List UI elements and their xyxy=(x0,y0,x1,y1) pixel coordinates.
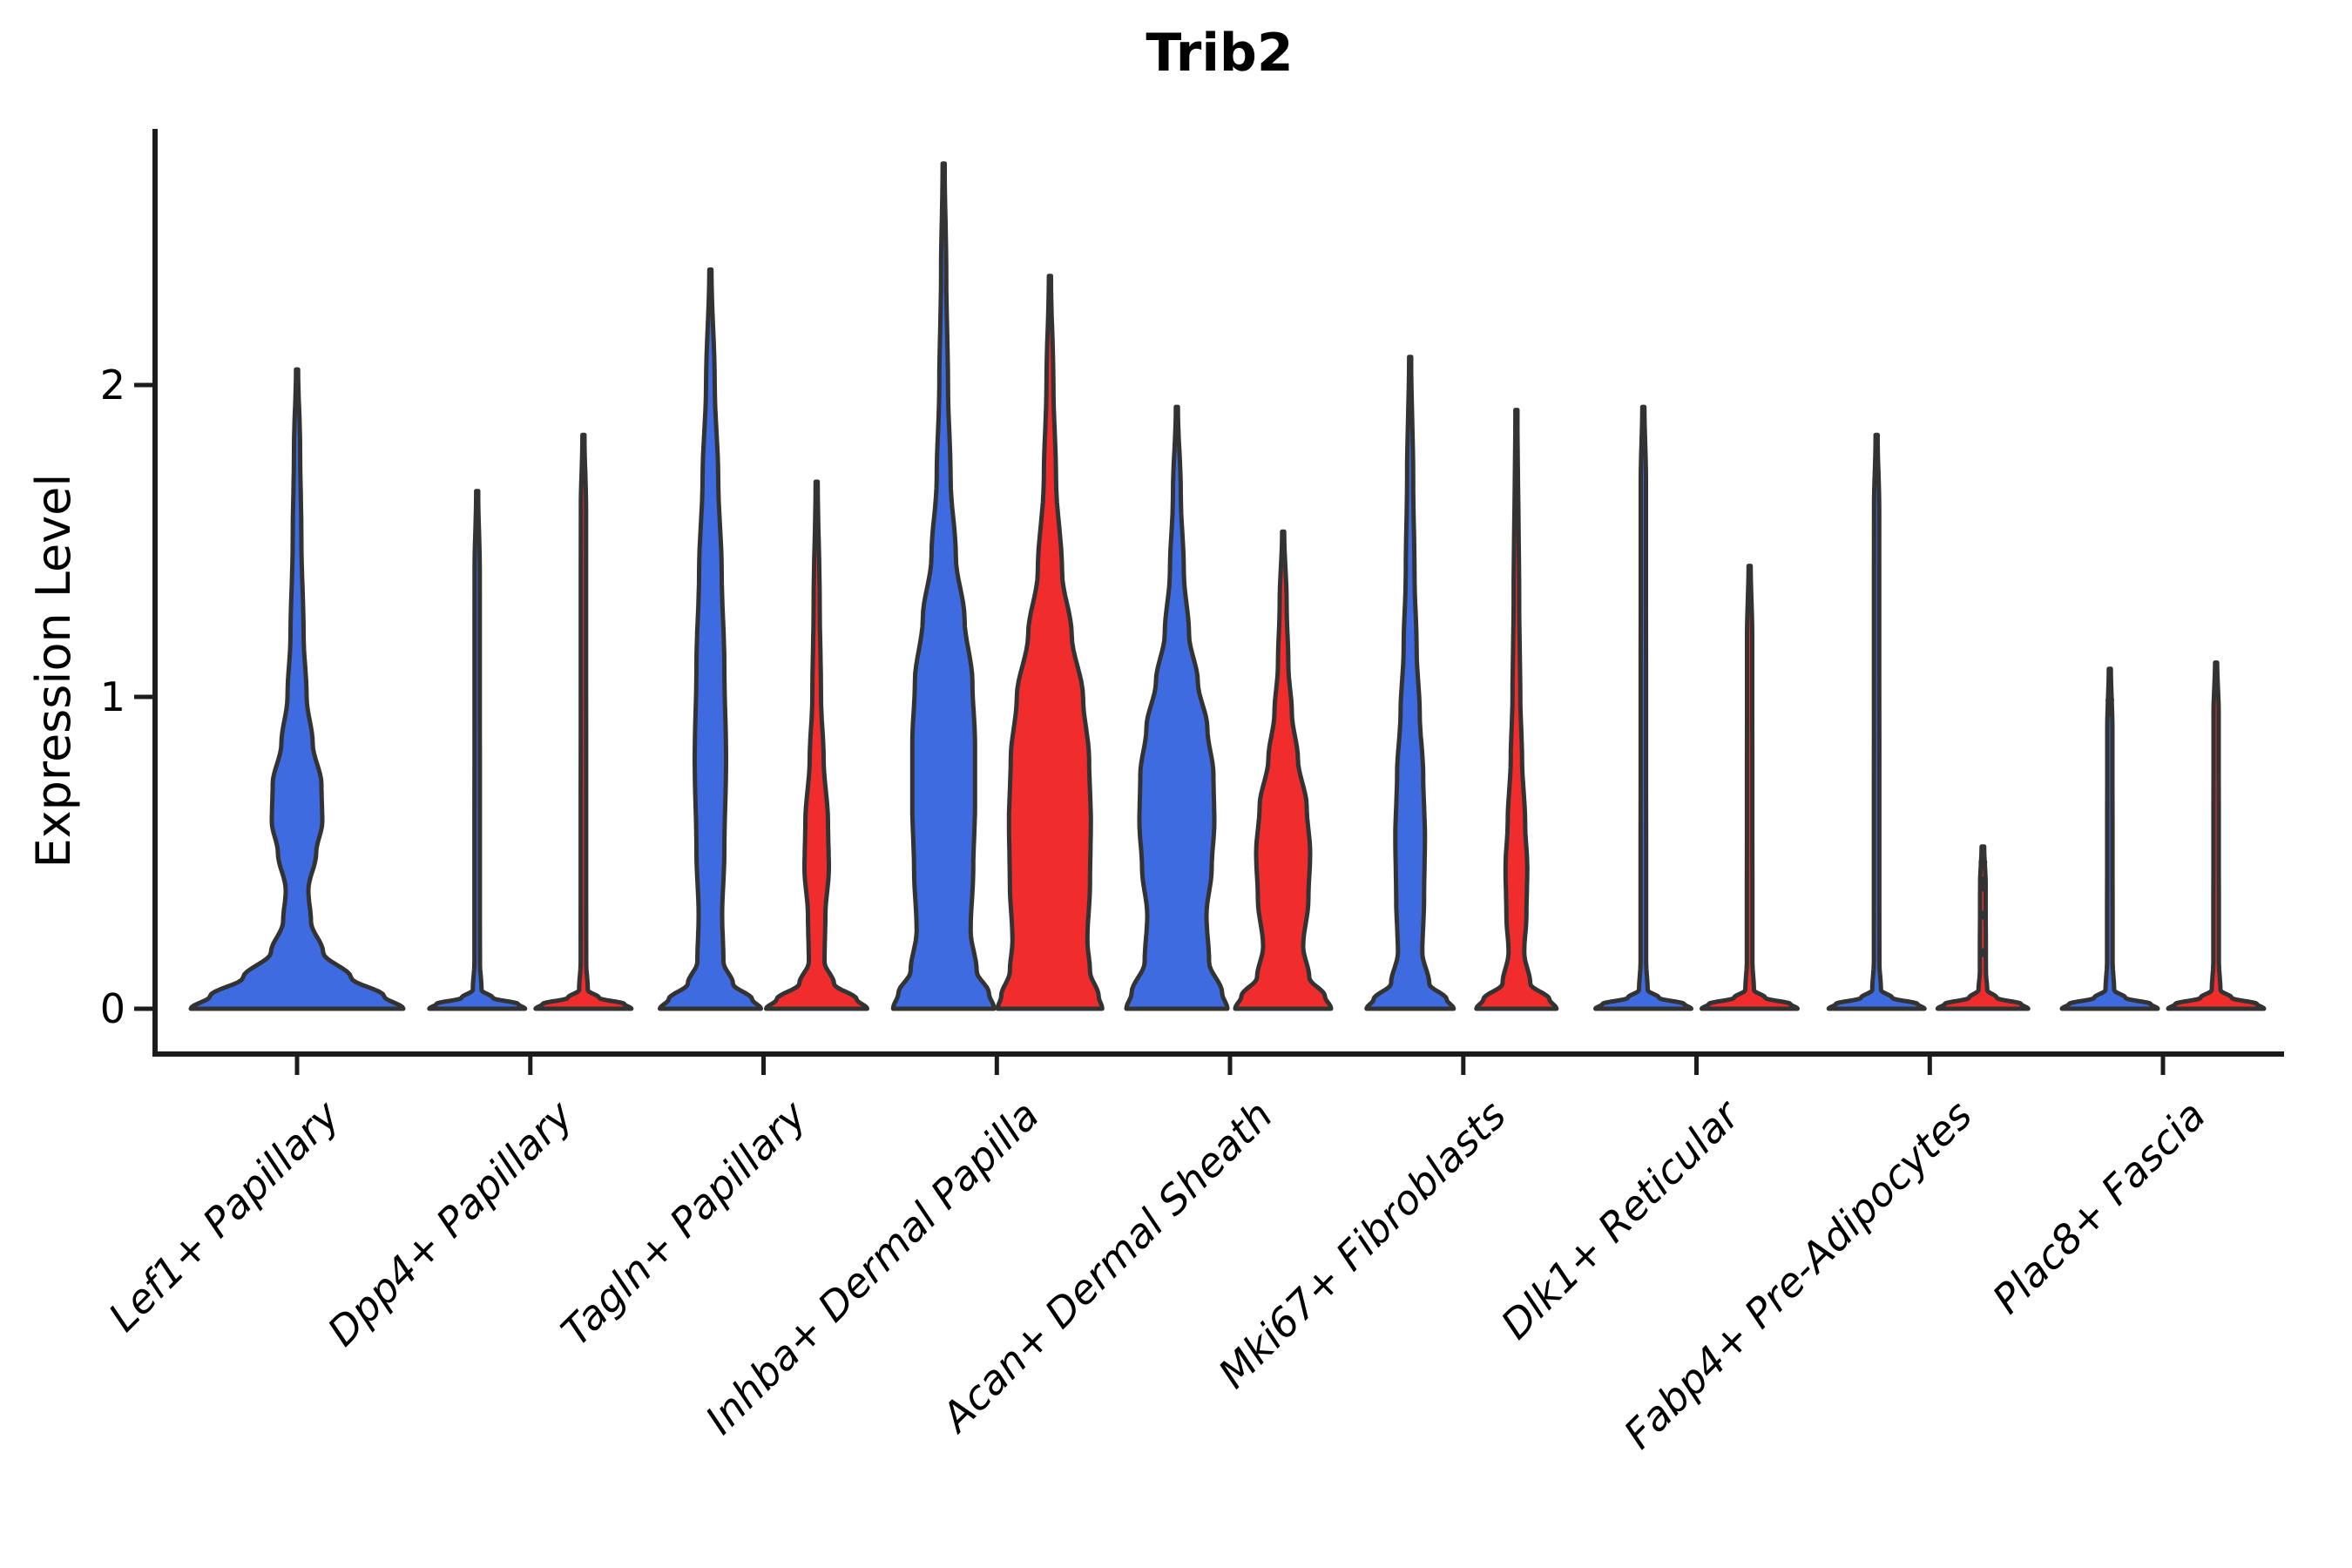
violin-dlk1-reticular-red xyxy=(1700,564,1800,1011)
y-tick-label: 1 xyxy=(99,673,125,720)
y-axis-label: Expression Level xyxy=(26,473,81,868)
jitter-dot xyxy=(1978,882,1988,892)
jitter-dot xyxy=(2105,707,2114,717)
y-tick-label: 0 xyxy=(99,985,125,1032)
violin-plac8-fascia-blue xyxy=(2059,666,2160,1011)
jitter-dot xyxy=(1978,857,1988,867)
violin-mki67-fibroblasts-red xyxy=(1474,408,1559,1011)
violin-tagln-papillary-red xyxy=(764,479,869,1011)
y-tick-label: 2 xyxy=(99,362,125,409)
chart-title: Trib2 xyxy=(1146,23,1294,84)
violin-fabp4-pre-adipocytes-red xyxy=(1935,844,2031,1011)
violin-dpp4-papillary-blue xyxy=(427,489,528,1011)
violin-inhba-dermal-papilla-red xyxy=(995,274,1105,1011)
violin-tagln-papillary-blue xyxy=(658,267,763,1011)
violin-mki67-fibroblasts-blue xyxy=(1364,355,1456,1011)
axis-ticks xyxy=(134,382,2166,1075)
violin-inhba-dermal-papilla-blue xyxy=(890,161,997,1011)
violin-dlk1-reticular-blue xyxy=(1593,404,1693,1011)
violin-plac8-fascia-red xyxy=(2166,660,2267,1011)
violin-acan-dermal-sheath-blue xyxy=(1124,404,1230,1011)
violin-lef1-papillary-blue xyxy=(188,367,406,1011)
jitter-dot xyxy=(1978,910,1988,920)
violin-fabp4-pre-adipocytes-blue xyxy=(1826,432,1927,1011)
jitter-dot xyxy=(2105,695,2114,705)
violin-acan-dermal-sheath-red xyxy=(1233,529,1334,1011)
jitter-dot xyxy=(1978,948,1988,957)
violins xyxy=(188,161,2267,1011)
violin-dpp4-papillary-red xyxy=(533,432,634,1011)
jitter-dot xyxy=(1978,876,1988,886)
